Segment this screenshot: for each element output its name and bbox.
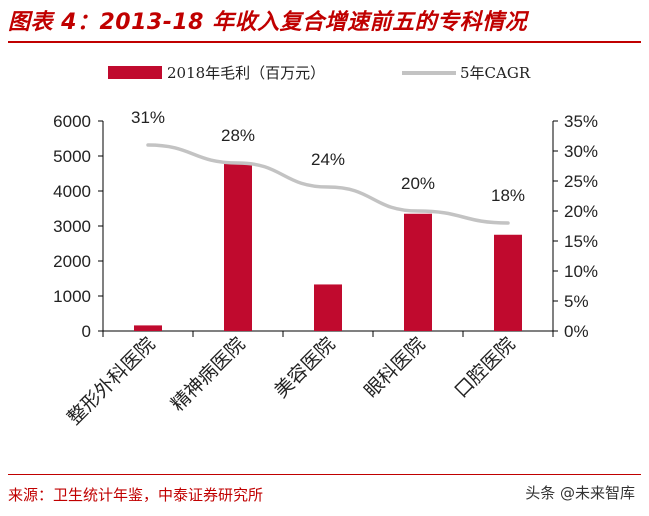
category-label: 眼科医院 bbox=[360, 333, 429, 402]
category-label: 口腔医院 bbox=[450, 333, 519, 402]
legend-bar-swatch bbox=[108, 66, 162, 79]
left-axis-tick-label: 0 bbox=[82, 322, 91, 341]
right-axis-tick-label: 35% bbox=[564, 112, 598, 131]
right-axis-tick-label: 20% bbox=[564, 202, 598, 221]
page-title: 图表 4：2013-18 年收入复合增速前五的专科情况 bbox=[8, 10, 528, 35]
cagr-point bbox=[416, 209, 420, 213]
footer-divider bbox=[8, 474, 641, 475]
left-axis-tick-label: 3000 bbox=[53, 217, 91, 236]
cagr-data-label: 28% bbox=[221, 126, 255, 145]
bar bbox=[314, 284, 342, 331]
category-labels: 整形外科医院 精神病医院 美容医院 眼科医院 口腔医院 bbox=[63, 333, 519, 429]
right-axis-tick-label: 0% bbox=[564, 322, 589, 341]
title-divider bbox=[8, 41, 641, 43]
left-axis-tick-label: 5000 bbox=[53, 147, 91, 166]
left-axis-ticks: 0 1000 2000 3000 4000 5000 6000 bbox=[53, 112, 103, 341]
source-note: 来源：卫生统计年鉴，中泰证券研究所 bbox=[8, 486, 264, 504]
cagr-line-series bbox=[146, 143, 510, 225]
cagr-point bbox=[146, 143, 150, 147]
category-label: 整形外科医院 bbox=[63, 333, 159, 429]
left-axis-tick-label: 1000 bbox=[53, 287, 91, 306]
right-axis-tick-label: 10% bbox=[564, 262, 598, 281]
right-axis-ticks: 0% 5% 10% 15% 20% 25% 30% 35% bbox=[553, 112, 598, 341]
watermark: 头条 @未来智库 bbox=[525, 484, 635, 502]
x-axis-ticks bbox=[102, 331, 554, 337]
cagr-data-label: 20% bbox=[401, 174, 435, 193]
cagr-data-labels: 31% 28% 24% 20% 18% bbox=[131, 108, 525, 205]
left-axis-tick-label: 2000 bbox=[53, 252, 91, 271]
cagr-data-label: 24% bbox=[311, 150, 345, 169]
right-axis-tick-label: 15% bbox=[564, 232, 598, 251]
category-label: 精神病医院 bbox=[167, 333, 250, 416]
cagr-data-label: 18% bbox=[491, 186, 525, 205]
right-axis-tick-label: 25% bbox=[564, 172, 598, 191]
category-label: 美容医院 bbox=[270, 333, 339, 402]
cagr-point bbox=[506, 221, 510, 225]
legend-bar-label: 2018年毛利（百万元） bbox=[167, 64, 325, 82]
legend: 2018年毛利（百万元） 5年CAGR bbox=[108, 64, 531, 82]
cagr-point bbox=[236, 161, 240, 165]
bar bbox=[404, 213, 432, 331]
bar-series bbox=[134, 163, 522, 331]
bar bbox=[224, 163, 252, 331]
right-axis-tick-label: 5% bbox=[564, 292, 589, 311]
bar bbox=[494, 234, 522, 331]
left-axis-tick-label: 4000 bbox=[53, 182, 91, 201]
right-axis-tick-label: 30% bbox=[564, 142, 598, 161]
cagr-data-label: 31% bbox=[131, 108, 165, 127]
legend-line-label: 5年CAGR bbox=[460, 64, 531, 82]
bar bbox=[134, 325, 162, 331]
cagr-point bbox=[326, 185, 330, 189]
left-axis-tick-label: 6000 bbox=[53, 112, 91, 131]
